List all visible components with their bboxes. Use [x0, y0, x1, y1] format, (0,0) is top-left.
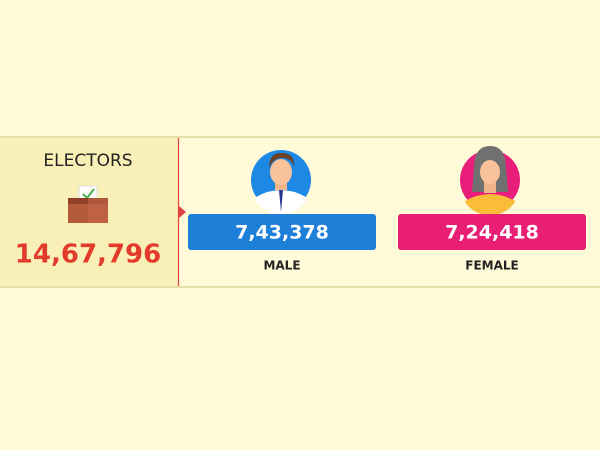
count-badge — [398, 214, 586, 250]
female-avatar — [460, 146, 520, 216]
group-count: 7,24,418 — [445, 222, 539, 244]
group-label: FEMALE — [465, 259, 518, 273]
male-avatar — [251, 150, 311, 215]
group-count: 7,43,378 — [235, 222, 329, 244]
panel-title: ELECTORS — [43, 151, 132, 171]
ballot-box-icon — [68, 185, 108, 223]
total-count: 14,67,796 — [15, 240, 161, 270]
group-label: MALE — [263, 259, 300, 273]
count-badge — [188, 214, 376, 250]
pointer — [179, 206, 186, 218]
